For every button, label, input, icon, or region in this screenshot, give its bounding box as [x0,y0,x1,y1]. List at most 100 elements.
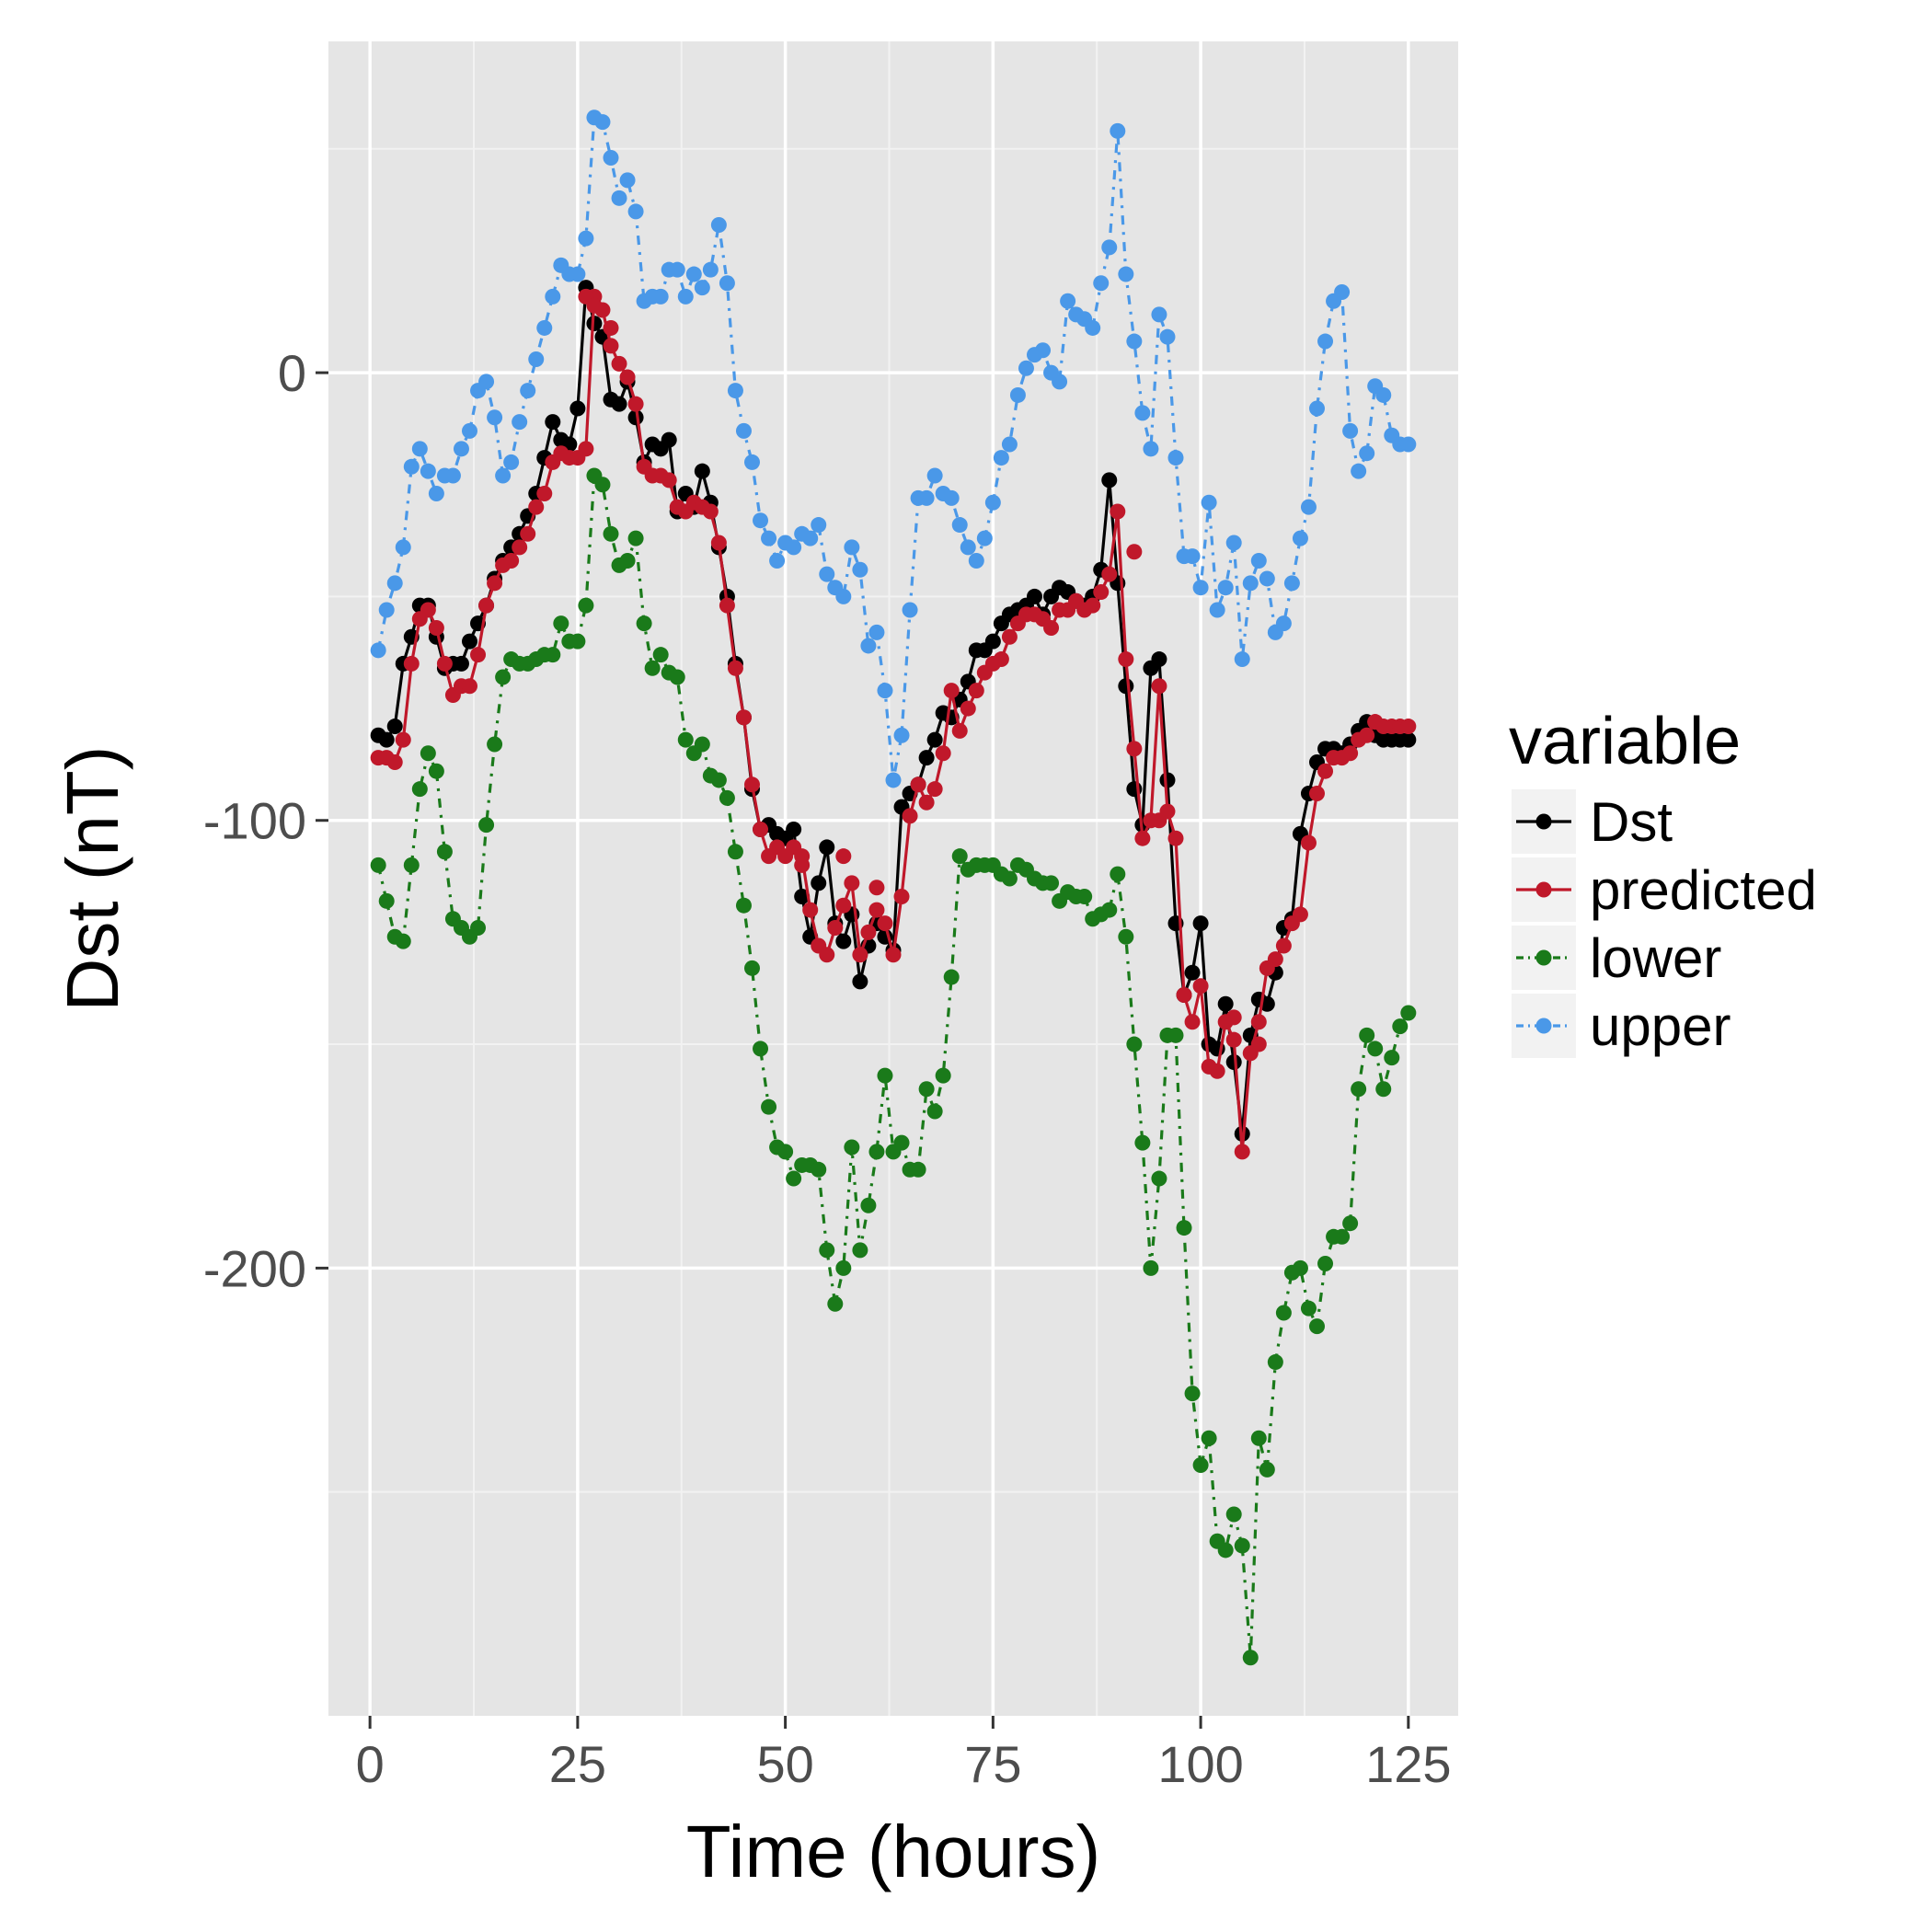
upper-point [1283,575,1300,592]
lower-point [1176,1220,1192,1236]
lower-point [926,1103,943,1120]
lower-point [578,597,594,614]
predicted-point [926,781,943,798]
upper-point [819,566,835,582]
upper-point [1159,328,1176,345]
upper-point [627,203,644,220]
lower-point [545,647,561,663]
predicted-point [436,655,453,672]
upper-point [1110,122,1126,139]
upper-point [370,642,386,659]
legend-key-point [1535,949,1552,966]
upper-point [1018,360,1034,376]
dst-point [378,731,395,748]
predicted-point [1292,906,1308,923]
lower-point [719,789,735,806]
upper-point [885,772,902,788]
upper-point [1143,441,1159,457]
predicted-point [536,485,553,501]
upper-point [702,261,719,278]
lower-point [877,1067,893,1084]
predicted-point [794,857,811,873]
x-tick-label: 100 [1157,1735,1243,1793]
predicted-point [1317,763,1334,779]
upper-point [727,383,743,399]
upper-point [786,539,802,556]
upper-point [528,351,545,368]
upper-point [811,517,827,534]
upper-point [1001,436,1018,453]
y-tick-label: 0 [278,344,306,402]
lower-point [835,1259,852,1276]
predicted-point [1400,719,1417,735]
upper-point [1209,602,1225,618]
upper-point [1009,386,1026,403]
lower-point [1043,875,1060,891]
lower-point [761,1098,777,1115]
upper-point [893,727,910,743]
lower-point [669,669,685,685]
lower-point [694,736,710,753]
predicted-point [960,700,976,717]
predicted-point [1359,727,1375,743]
dst-point [1101,472,1118,489]
upper-point [694,280,710,296]
predicted-point [1134,830,1151,846]
lower-point [852,1242,868,1259]
predicted-point [902,808,918,824]
predicted-point [844,875,860,891]
predicted-point [1250,1036,1267,1052]
predicted-point [1367,714,1384,730]
lower-point [1309,1318,1325,1335]
upper-point [611,190,627,206]
upper-point [1242,575,1259,592]
upper-point [1309,400,1325,417]
lower-point [827,1295,844,1312]
predicted-point [993,651,1009,668]
upper-point [1126,333,1143,350]
upper-point [1118,266,1134,282]
predicted-point [661,472,677,489]
upper-point [719,275,735,292]
upper-point [1259,570,1275,587]
series-layer [370,109,1417,1666]
legend-key-upper [1510,992,1578,1060]
upper-point [403,458,420,475]
lower-point [1101,902,1118,918]
lower-point [420,745,436,762]
legend-key-point [1535,1018,1552,1034]
series-upper [370,109,1417,788]
upper-point [603,150,619,167]
dst-point [1192,915,1209,932]
upper-point [1217,580,1234,596]
upper-point [918,489,935,506]
lower-point [470,920,487,937]
upper-point [677,288,694,305]
legend-label-predicted: predicted [1590,859,1817,921]
upper-point [993,450,1009,466]
predicted-point [910,776,926,793]
upper-point [378,602,395,618]
lower-point [594,477,611,493]
predicted-point [1101,566,1118,582]
lower-point [636,615,652,632]
lower-point [910,1161,926,1178]
predicted-point [603,338,619,354]
lower-point [860,1197,877,1213]
predicted-point [1192,978,1209,995]
lower-point [569,633,586,650]
predicted-point [744,776,760,793]
upper-point [478,374,495,390]
upper-point [868,624,885,640]
predicted-point [753,821,769,837]
lower-point [1400,1005,1417,1021]
dst-point [786,821,802,837]
upper-point [1234,651,1250,668]
upper-point [860,638,877,654]
predicted-point [943,683,960,699]
lower-point [1342,1215,1359,1232]
predicted-point [420,602,436,618]
predicted-point [885,947,902,963]
upper-point [1400,436,1417,453]
upper-point [495,467,512,484]
